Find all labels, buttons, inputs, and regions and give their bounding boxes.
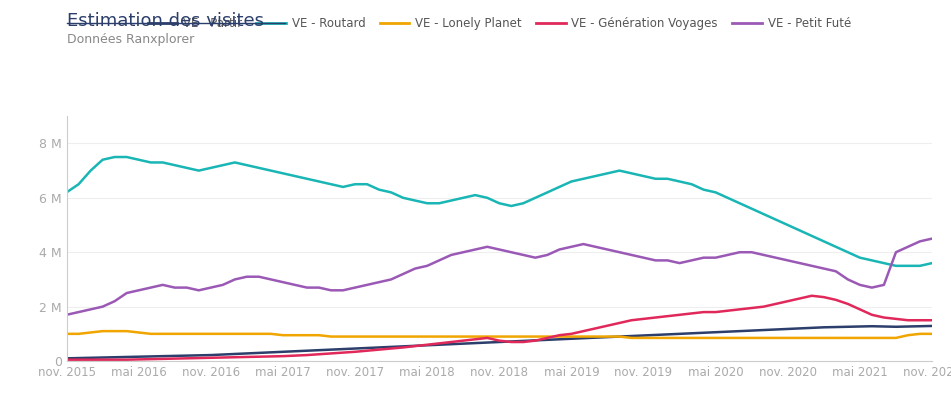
VE - Routard [794, 228, 805, 233]
Line: VE - Lonely Planet: VE - Lonely Planet [67, 331, 932, 338]
VE - Petit Futé [61, 312, 72, 317]
VE - Génération Voyages [854, 307, 865, 312]
VE - Lonely Planet [926, 331, 938, 336]
VE - Génération Voyages [253, 354, 264, 359]
VE - Partir [349, 346, 360, 351]
VE - Lonely Planet [830, 335, 842, 340]
VE - Génération Voyages [806, 293, 818, 298]
VE - Petit Futé [349, 285, 360, 290]
Line: VE - Génération Voyages: VE - Génération Voyages [67, 296, 932, 360]
Text: Données Ranxplorer: Données Ranxplorer [67, 33, 194, 46]
VE - Routard [926, 261, 938, 266]
Text: Estimation des visites: Estimation des visites [67, 12, 263, 30]
VE - Lonely Planet [866, 335, 878, 340]
VE - Partir [61, 356, 72, 361]
Line: VE - Partir: VE - Partir [67, 326, 932, 358]
VE - Partir [926, 323, 938, 328]
VE - Routard [61, 190, 72, 195]
VE - Génération Voyages [349, 349, 360, 354]
VE - Petit Futé [926, 236, 938, 241]
VE - Partir [843, 324, 854, 329]
VE - Lonely Planet [61, 331, 72, 336]
VE - Lonely Planet [265, 331, 277, 336]
VE - Petit Futé [782, 258, 793, 263]
Legend: VE - Partir, VE - Routard, VE - Lonely Planet, VE - Génération Voyages, VE - Pet: VE - Partir, VE - Routard, VE - Lonely P… [143, 12, 856, 34]
VE - Petit Futé [843, 277, 854, 282]
VE - Partir [253, 350, 264, 355]
VE - Routard [265, 168, 277, 173]
Line: VE - Petit Futé: VE - Petit Futé [67, 239, 932, 315]
VE - Routard [890, 264, 902, 269]
VE - Partir [494, 339, 505, 344]
VE - Routard [361, 182, 373, 187]
VE - Lonely Planet [361, 334, 373, 339]
VE - Génération Voyages [782, 299, 793, 304]
VE - Routard [506, 203, 517, 208]
VE - Partir [782, 327, 793, 332]
VE - Lonely Planet [806, 335, 818, 340]
VE - Routard [109, 154, 121, 159]
VE - Partir [806, 325, 818, 330]
Line: VE - Routard: VE - Routard [67, 157, 932, 266]
VE - Génération Voyages [926, 318, 938, 323]
VE - Lonely Planet [506, 334, 517, 339]
VE - Routard [818, 239, 829, 244]
VE - Génération Voyages [818, 295, 829, 300]
VE - Petit Futé [494, 247, 505, 252]
VE - Lonely Planet [626, 335, 637, 340]
VE - Lonely Planet [97, 329, 108, 334]
VE - Génération Voyages [61, 357, 72, 362]
VE - Routard [854, 255, 865, 260]
VE - Petit Futé [806, 264, 818, 269]
VE - Génération Voyages [494, 338, 505, 343]
VE - Petit Futé [253, 274, 264, 279]
